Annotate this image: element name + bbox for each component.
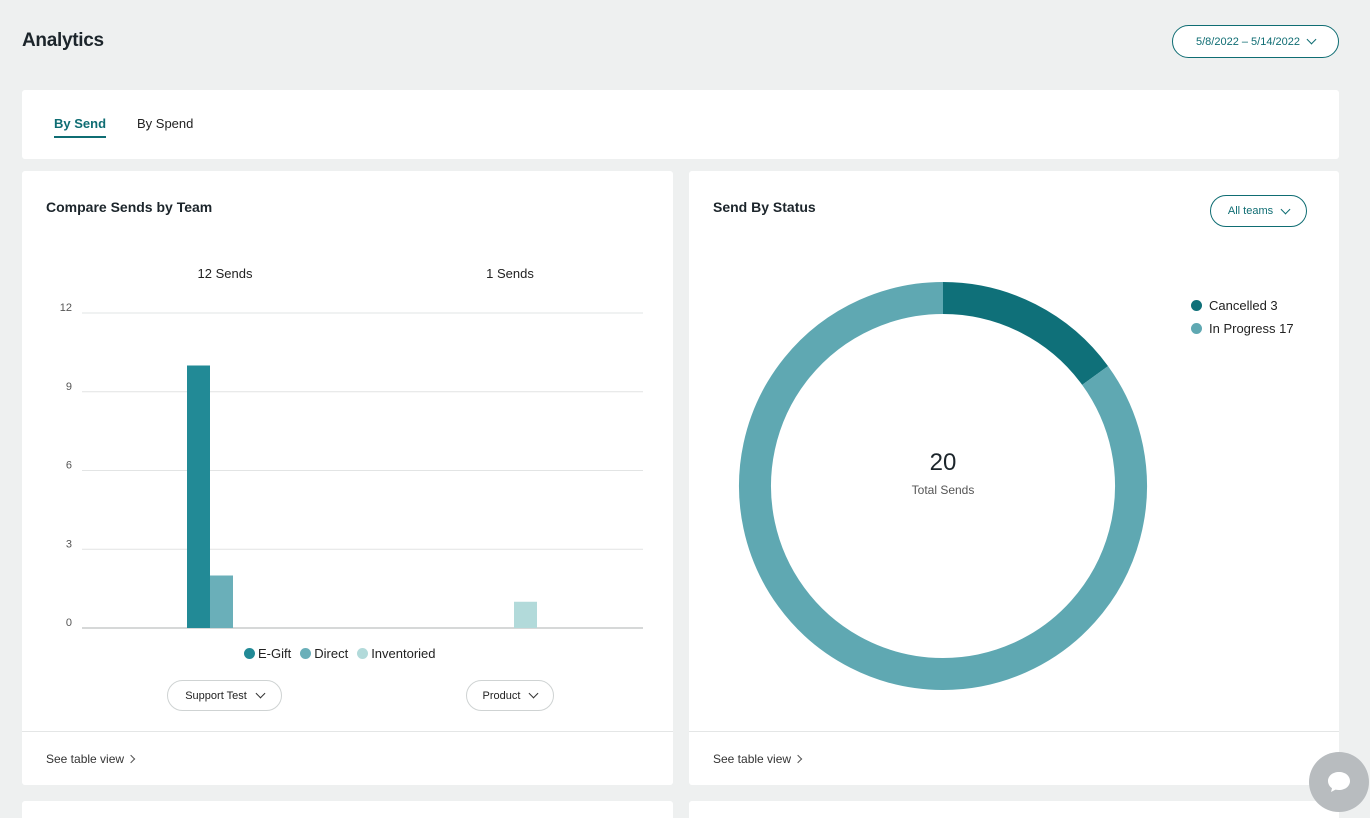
- legend-label: E-Gift: [258, 646, 292, 661]
- donut-slice-in-progress[interactable]: [739, 282, 1147, 690]
- chevron-down-icon: [255, 688, 266, 699]
- legend-dot: [300, 648, 312, 659]
- send-by-status-title: Send By Status: [713, 199, 816, 215]
- legend-label: Cancelled 3: [1209, 298, 1278, 313]
- bar-e-gift-0[interactable]: [187, 365, 210, 629]
- total-sends-label: Total Sends: [911, 483, 975, 497]
- donut-slice-cancelled[interactable]: [942, 282, 1109, 386]
- team-select-label: Product: [482, 689, 521, 702]
- status-card-footer: See table view: [689, 731, 1339, 785]
- chevron-right-icon: [793, 754, 803, 764]
- legend-item-egift[interactable]: E-Gift: [244, 646, 291, 661]
- chevron-down-icon: [1306, 34, 1317, 45]
- team-select-label: Support Test: [185, 689, 247, 702]
- team-select-product[interactable]: Product: [466, 680, 554, 711]
- bar-chart-legend: E-Gift Direct Inventoried: [244, 646, 436, 661]
- page-title: Analytics: [22, 30, 104, 51]
- chevron-down-icon: [529, 688, 539, 699]
- bar-inventoried-1[interactable]: [514, 601, 537, 628]
- team-select-support-test[interactable]: Support Test: [167, 680, 282, 711]
- legend-dot: [244, 648, 255, 659]
- donut-chart: [739, 282, 1147, 690]
- donut-center: 20 Total Sends: [863, 449, 1023, 497]
- compare-sends-card: Compare Sends by Team 12 Sends 1 Sends 0…: [22, 171, 673, 785]
- next-card-left: [22, 801, 673, 818]
- legend-label: Direct: [314, 646, 349, 661]
- link-label: See table view: [713, 752, 792, 766]
- bar-chart: 0 3 6 9 12: [60, 302, 643, 629]
- next-card-right: [689, 801, 1339, 818]
- legend-item-direct[interactable]: Direct: [300, 646, 348, 661]
- chat-bubble-icon: [1328, 772, 1350, 792]
- date-range-label: 5/8/2022 – 5/14/2022: [1196, 35, 1300, 48]
- y-tick-label: 6: [66, 460, 72, 472]
- legend-label: In Progress 17: [1209, 321, 1294, 336]
- tabs-bar: By Send By Spend: [22, 90, 1339, 159]
- filter-label: All teams: [1227, 205, 1274, 217]
- legend-item-inventoried[interactable]: Inventoried: [357, 646, 436, 661]
- bar-direct-0[interactable]: [210, 575, 233, 629]
- y-tick-label: 9: [66, 381, 72, 393]
- team-total-product: 1 Sends: [486, 266, 534, 281]
- chat-launcher-button[interactable]: [1309, 752, 1369, 812]
- total-sends-value: 20: [929, 449, 957, 476]
- see-table-view-link[interactable]: See table view: [46, 752, 136, 766]
- link-label: See table view: [46, 752, 125, 766]
- compare-sends-title: Compare Sends by Team: [46, 199, 213, 215]
- chevron-right-icon: [126, 754, 136, 764]
- compare-card-footer: See table view: [22, 731, 673, 785]
- legend-item-in-progress[interactable]: In Progress 17: [1191, 321, 1294, 336]
- tab-by-spend[interactable]: By Spend: [137, 116, 194, 131]
- y-tick-label: 0: [66, 617, 72, 629]
- legend-label: Inventoried: [371, 646, 436, 661]
- team-total-support-test: 12 Sends: [197, 266, 253, 281]
- legend-dot: [357, 648, 369, 659]
- date-range-picker[interactable]: 5/8/2022 – 5/14/2022: [1172, 25, 1339, 58]
- legend-dot: [1191, 323, 1202, 334]
- y-tick-label: 12: [60, 302, 72, 314]
- y-tick-label: 3: [66, 538, 72, 550]
- tab-by-send[interactable]: By Send: [54, 116, 107, 138]
- status-legend: Cancelled 3 In Progress 17: [1191, 298, 1294, 344]
- see-table-view-link[interactable]: See table view: [713, 752, 803, 766]
- legend-item-cancelled[interactable]: Cancelled 3: [1191, 298, 1294, 313]
- send-by-status-card: Send By Status All teams 20 Total Sends …: [689, 171, 1339, 785]
- legend-dot: [1191, 300, 1202, 311]
- all-teams-filter[interactable]: All teams: [1210, 195, 1307, 227]
